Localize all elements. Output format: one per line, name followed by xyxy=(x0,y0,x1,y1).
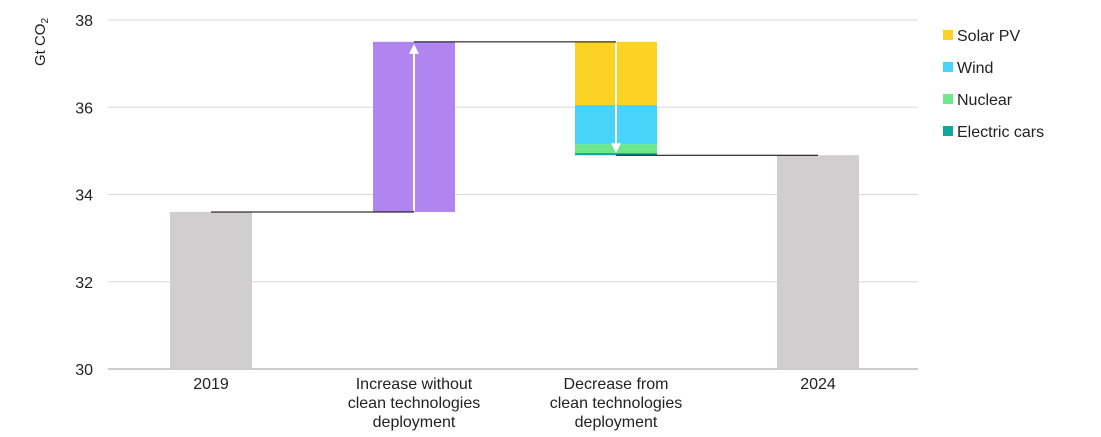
legend: Solar PV Wind Nuclear Electric cars xyxy=(943,28,1044,141)
legend-label: Solar PV xyxy=(957,28,1020,45)
y-axis: 30 32 34 36 38 xyxy=(75,13,93,379)
y-tick-label: 30 xyxy=(75,362,93,379)
down-arrow-head xyxy=(611,143,621,154)
legend-label: Electric cars xyxy=(957,124,1044,141)
y-tick-label: 38 xyxy=(75,13,93,30)
legend-swatch xyxy=(943,62,953,72)
connectors xyxy=(211,41,818,213)
x-tick-label: 2019 xyxy=(193,376,229,393)
legend-label: Wind xyxy=(957,60,993,77)
legend-label: Nuclear xyxy=(957,92,1013,109)
x-axis: 2019 Increase without clean technologies de… xyxy=(193,376,836,431)
x-tick-label: Decrease from xyxy=(564,376,669,393)
up-arrow-head xyxy=(409,43,419,54)
bars xyxy=(170,41,859,369)
x-tick-label: clean technologies xyxy=(348,395,481,412)
total-bar xyxy=(170,211,252,369)
x-tick-label: 2024 xyxy=(800,376,836,393)
y-tick-label: 36 xyxy=(75,100,93,117)
legend-swatch xyxy=(943,30,953,40)
y-tick-label: 32 xyxy=(75,275,93,292)
legend-swatch xyxy=(943,126,953,136)
decrease-segment-electric-cars xyxy=(575,153,657,156)
arrows xyxy=(409,42,621,211)
y-tick-label: 34 xyxy=(75,188,93,205)
total-bar xyxy=(777,155,859,369)
x-tick-label: deployment xyxy=(373,414,456,431)
y-axis-label: Gt CO2 xyxy=(32,18,51,67)
x-tick-label: Increase without xyxy=(356,376,473,393)
x-tick-label: deployment xyxy=(575,414,658,431)
legend-swatch xyxy=(943,94,953,104)
x-tick-label: clean technologies xyxy=(550,395,683,412)
